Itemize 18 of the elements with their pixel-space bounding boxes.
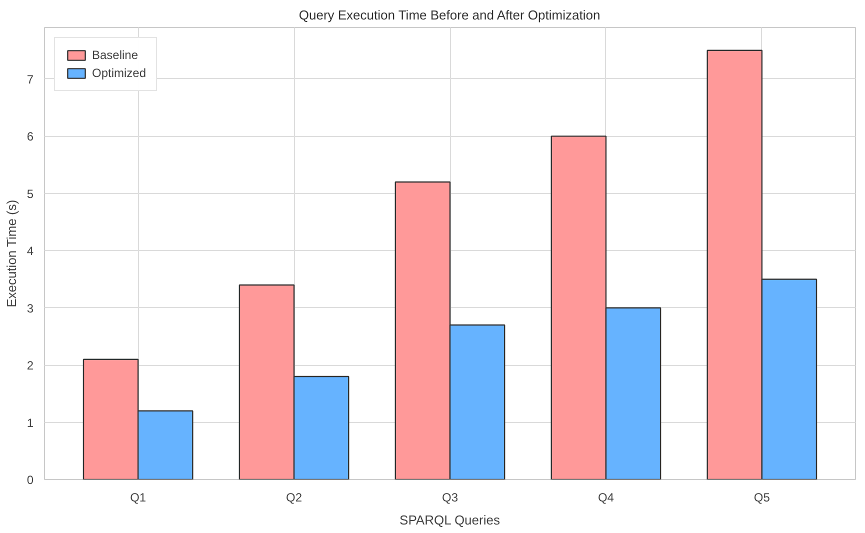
x-tick-label: Q3 [442,490,458,504]
x-tick-label: Q5 [754,490,770,504]
x-tick-label: Q2 [286,490,302,504]
y-tick-label: 0 [26,473,34,487]
y-tick-label: 6 [26,130,34,144]
legend-label: Baseline [92,48,138,62]
chart-title: Query Execution Time Before and After Optimization [298,8,600,22]
y-tick-label: 2 [26,358,34,373]
legend-label: Optimized [92,66,146,80]
y-tick-label: 1 [26,416,34,430]
x-tick-label: Q4 [598,490,614,504]
y-axis-title: Execution Time (s) [4,200,19,308]
y-tick-label: 7 [26,72,34,86]
x-axis-title: SPARQL Queries [400,512,500,528]
y-tick-label: 4 [26,244,34,258]
y-tick-label: 3 [26,301,34,316]
x-tick-label: Q1 [130,490,146,504]
y-tick-label: 5 [26,186,34,201]
